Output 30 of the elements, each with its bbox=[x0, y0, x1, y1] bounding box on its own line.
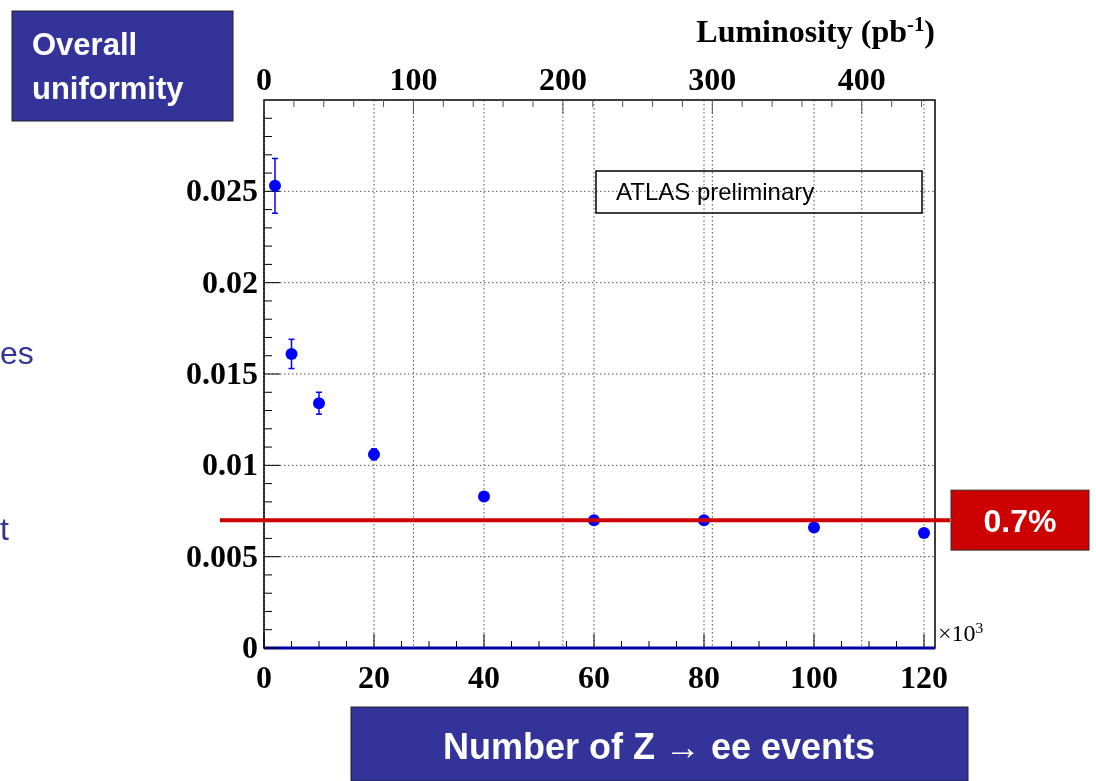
chart-title: Overall uniformity bbox=[32, 27, 185, 106]
y-tick-label: 0.025 bbox=[186, 172, 258, 209]
point bbox=[918, 526, 930, 539]
y-tick-label: 0.015 bbox=[186, 355, 258, 391]
point bbox=[808, 521, 820, 534]
point bbox=[478, 490, 490, 503]
y-tick-label: 0.01 bbox=[202, 446, 258, 483]
y-tick-label: 0.02 bbox=[202, 263, 258, 300]
x-tick-label: 20 bbox=[358, 659, 390, 695]
text: t bbox=[0, 511, 9, 547]
text: es bbox=[0, 335, 34, 371]
point bbox=[285, 347, 298, 360]
x2-tick-label: 400 bbox=[837, 61, 886, 97]
y-tick-label: 0 bbox=[242, 629, 258, 665]
x-tick-label: 100 bbox=[790, 659, 838, 695]
text: ×10$^{3}$ bbox=[938, 618, 984, 646]
annotation: ATLAS preliminary bbox=[616, 178, 815, 205]
x2-tick-label: 200 bbox=[538, 61, 587, 97]
x2-axis-title: Luminosity (pb$^{-1}$) bbox=[696, 11, 935, 49]
x-tick-label: 80 bbox=[688, 659, 720, 695]
x-tick-label: 40 bbox=[468, 659, 500, 695]
x-tick-label: 60 bbox=[578, 659, 610, 695]
ref-line-label: 0.7% bbox=[983, 503, 1057, 540]
x2-tick-label: 100 bbox=[389, 61, 438, 97]
x2-tick-label: 300 bbox=[688, 61, 737, 97]
point bbox=[313, 397, 325, 410]
x-axis-title: Number of Z → ee events bbox=[442, 726, 876, 767]
y-tick-label: 0.005 bbox=[186, 537, 258, 574]
x-tick-label: 120 bbox=[900, 659, 948, 695]
point bbox=[269, 179, 281, 192]
